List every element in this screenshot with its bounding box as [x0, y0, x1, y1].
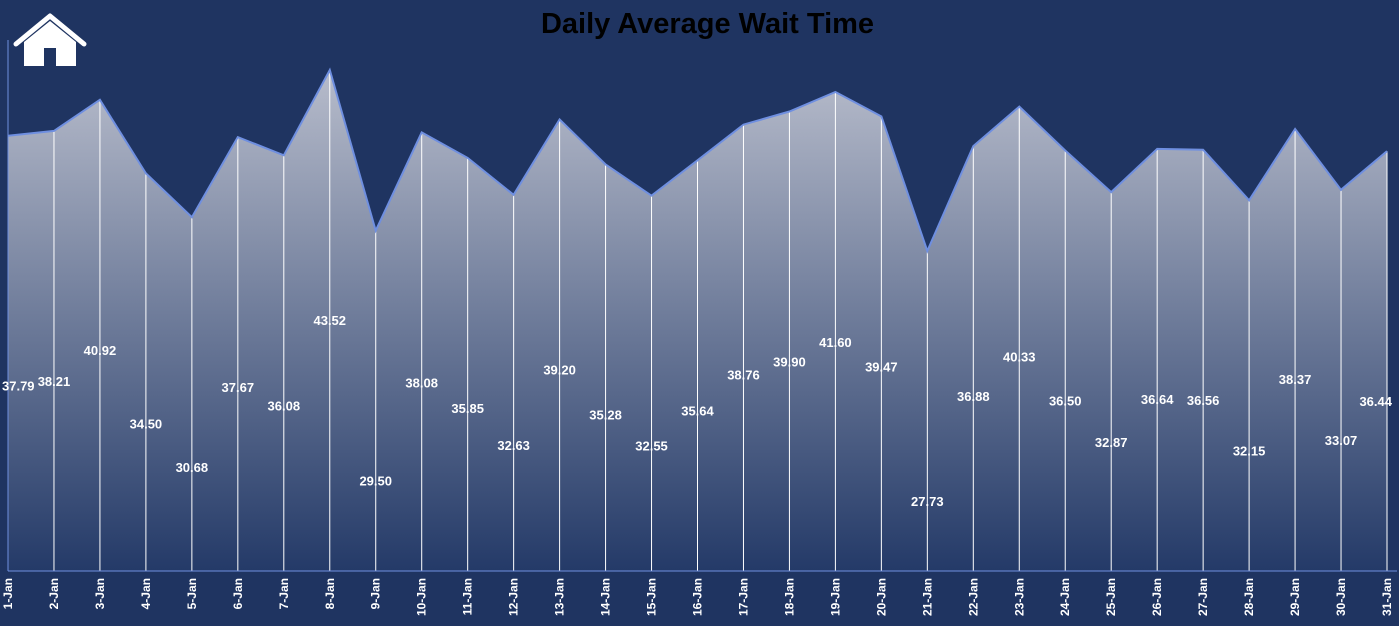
data-label: 36.56	[1187, 393, 1220, 408]
data-label: 37.79	[2, 379, 35, 394]
x-tick-label: 17-Jan	[736, 578, 750, 616]
x-tick-label: 2-Jan	[47, 578, 61, 609]
data-label: 36.64	[1141, 392, 1174, 407]
data-label: 27.73	[911, 494, 944, 509]
data-label: 29.50	[359, 474, 392, 489]
x-tick-label: 1-Jan	[1, 578, 15, 609]
data-label: 34.50	[130, 416, 163, 431]
x-tick-label: 12-Jan	[507, 578, 521, 616]
home-icon	[13, 13, 87, 66]
x-tick-label: 20-Jan	[874, 578, 888, 616]
data-label: 32.55	[635, 439, 668, 454]
x-tick-label: 11-Jan	[461, 578, 475, 615]
x-tick-label: 25-Jan	[1104, 578, 1118, 616]
data-label: 32.87	[1095, 435, 1128, 450]
data-label: 38.08	[405, 375, 438, 390]
data-label: 39.90	[773, 354, 806, 369]
data-label: 43.52	[313, 313, 346, 328]
data-label: 39.47	[865, 359, 898, 374]
x-tick-label: 22-Jan	[966, 578, 980, 616]
x-tick-label: 9-Jan	[369, 578, 383, 609]
data-label: 40.92	[84, 343, 117, 358]
data-label: 38.76	[727, 368, 760, 383]
data-label: 35.64	[681, 403, 714, 418]
data-label: 30.68	[176, 460, 209, 475]
x-tick-label: 23-Jan	[1012, 578, 1026, 616]
data-label: 32.63	[497, 438, 530, 453]
data-label: 35.28	[589, 407, 622, 422]
data-label: 39.20	[543, 363, 576, 378]
x-tick-label: 16-Jan	[691, 578, 705, 616]
x-tick-label: 4-Jan	[139, 578, 153, 609]
data-label: 40.33	[1003, 350, 1036, 365]
data-label: 36.88	[957, 389, 990, 404]
data-label: 36.50	[1049, 393, 1082, 408]
x-tick-label: 3-Jan	[93, 578, 107, 609]
x-tick-label: 7-Jan	[277, 578, 291, 609]
data-label: 41.60	[819, 335, 852, 350]
x-tick-label: 30-Jan	[1334, 578, 1348, 616]
data-label: 38.37	[1279, 372, 1312, 387]
data-label: 32.15	[1233, 443, 1266, 458]
series-line	[7, 67, 1388, 254]
x-tick-label: 19-Jan	[828, 578, 842, 616]
x-tick-label: 21-Jan	[920, 578, 934, 616]
x-tick-label: 31-Jan	[1380, 578, 1394, 616]
x-tick-label: 28-Jan	[1242, 578, 1256, 616]
x-tick-label: 26-Jan	[1150, 578, 1164, 616]
x-tick-label: 24-Jan	[1058, 578, 1072, 616]
x-tick-label: 10-Jan	[415, 578, 429, 616]
x-tick-label: 18-Jan	[782, 578, 796, 616]
data-label: 37.67	[222, 380, 255, 395]
chart-title: Daily Average Wait Time	[540, 8, 875, 40]
x-tick-label: 14-Jan	[599, 578, 613, 616]
data-label: 35.85	[451, 401, 484, 416]
data-label: 36.44	[1359, 394, 1392, 409]
x-tick-label: 13-Jan	[553, 578, 567, 616]
x-tick-label: 5-Jan	[185, 578, 199, 609]
home-button[interactable]	[12, 12, 88, 70]
x-tick-label: 8-Jan	[323, 578, 337, 609]
x-tick-label: 29-Jan	[1288, 578, 1302, 616]
x-tick-label: 27-Jan	[1196, 578, 1210, 616]
data-label: 38.21	[38, 374, 71, 389]
x-tick-label: 6-Jan	[231, 578, 245, 609]
data-label: 36.08	[268, 398, 301, 413]
data-label: 33.07	[1325, 433, 1358, 448]
x-tick-label: 15-Jan	[645, 578, 659, 616]
